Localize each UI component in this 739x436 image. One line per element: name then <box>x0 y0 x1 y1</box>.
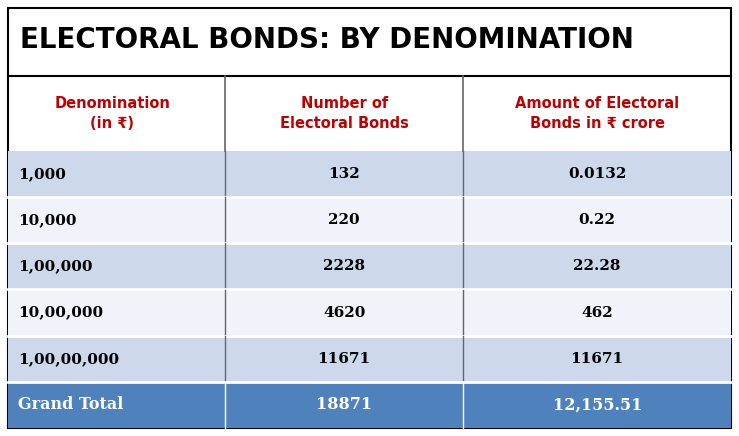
Text: Amount of Electoral
Bonds in ₹ crore: Amount of Electoral Bonds in ₹ crore <box>515 95 679 132</box>
Bar <box>8 382 731 428</box>
Bar <box>8 243 731 290</box>
Text: 1,000: 1,000 <box>18 167 66 181</box>
Text: 18871: 18871 <box>316 396 372 413</box>
Bar <box>8 151 731 197</box>
Text: 1,00,000: 1,00,000 <box>18 259 92 273</box>
Text: 11671: 11671 <box>318 352 371 366</box>
Text: 0.0132: 0.0132 <box>568 167 627 181</box>
Text: 2228: 2228 <box>323 259 365 273</box>
Text: 10,000: 10,000 <box>18 213 77 227</box>
Bar <box>8 336 731 382</box>
Text: ELECTORAL BONDS: BY DENOMINATION: ELECTORAL BONDS: BY DENOMINATION <box>20 26 634 54</box>
Text: 462: 462 <box>582 306 613 320</box>
Text: 12,155.51: 12,155.51 <box>553 396 642 413</box>
Text: 11671: 11671 <box>571 352 624 366</box>
Text: 132: 132 <box>328 167 360 181</box>
Text: 10,00,000: 10,00,000 <box>18 306 103 320</box>
Text: Grand Total: Grand Total <box>18 396 123 413</box>
Bar <box>8 197 731 243</box>
Text: 22.28: 22.28 <box>573 259 621 273</box>
Text: 1,00,00,000: 1,00,00,000 <box>18 352 119 366</box>
Text: Denomination
(in ₹): Denomination (in ₹) <box>54 95 170 132</box>
Text: 4620: 4620 <box>323 306 365 320</box>
Bar <box>8 290 731 336</box>
Text: 220: 220 <box>328 213 360 227</box>
Text: Number of
Electoral Bonds: Number of Electoral Bonds <box>280 95 409 132</box>
Text: 0.22: 0.22 <box>579 213 616 227</box>
